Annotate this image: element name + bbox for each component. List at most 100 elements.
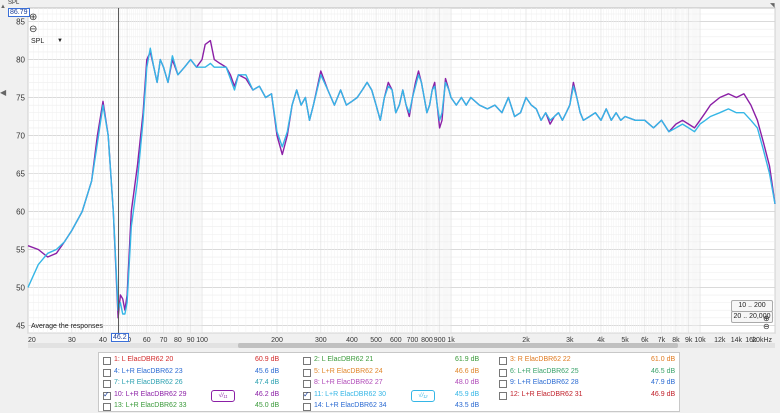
- x-tick-label: 9k: [685, 337, 693, 344]
- measurement-level: 46.2 dB: [255, 390, 280, 398]
- range-full-button[interactable]: 20 .. 20,000: [731, 311, 773, 323]
- measurement-label[interactable]: 4: L+R ElacDBR62 23: [114, 367, 183, 375]
- x-tick-label: 600: [390, 337, 402, 344]
- measurement-label[interactable]: 13: L+R ElacDBR62 33: [114, 402, 187, 409]
- measurement-label[interactable]: 7: L+R ElacDBR62 26: [114, 379, 183, 386]
- zoom-in-icon[interactable]: ⊕: [29, 12, 38, 23]
- x-tick-label: 80: [174, 337, 182, 344]
- x-tick-label: 6k: [641, 337, 649, 344]
- measurement-label[interactable]: 12: L+R ElacDBR62 31: [510, 390, 583, 398]
- measurement-label[interactable]: 6: L+R ElacDBR62 25: [510, 367, 579, 375]
- zoom-in-x-icon[interactable]: ⊕: [763, 314, 770, 323]
- measurement-label[interactable]: 9: L+R ElacDBR62 28: [510, 379, 579, 386]
- y-tick-label: 45: [16, 321, 25, 330]
- x-tick-label: 12k: [714, 337, 726, 344]
- measurement-level: 45.9 dB: [455, 390, 480, 398]
- y-tick-label: 80: [16, 56, 25, 65]
- measurement-checkbox[interactable]: [103, 357, 111, 365]
- x-tick-label: 14k: [731, 337, 743, 344]
- y-tick-labels: 45 50 55 60 65 70 75 80 85: [16, 18, 25, 331]
- measurement-label[interactable]: 5: L+R ElacDBR62 24: [314, 367, 383, 375]
- y-scroll-arrow-up-icon[interactable]: ▲: [0, 4, 6, 10]
- y-scroll-arrow-left-icon[interactable]: ◀: [0, 88, 7, 97]
- x-tick-label: 60: [143, 337, 151, 344]
- y-value-badge: 86.79: [8, 8, 30, 17]
- measurement-checkbox[interactable]: [303, 357, 311, 365]
- x-tick-label: 100: [196, 337, 208, 344]
- legend-row: 13: L+R ElacDBR62 33 45.0 dB 14: L+R ElacD…: [99, 401, 679, 413]
- x-tick-label: 800: [421, 337, 433, 344]
- series-line-2: [27, 47, 776, 315]
- measurement-checkbox[interactable]: [499, 368, 507, 377]
- x-tick-label: 16k: [745, 337, 757, 344]
- measurement-label[interactable]: 11: L+R ElacDBR62 30: [314, 390, 387, 398]
- mode-select-value: SPL: [31, 38, 45, 45]
- x-tick-label: 2k: [522, 337, 530, 344]
- zoom-out-icon[interactable]: ⊖: [29, 24, 38, 35]
- measurement-level: 47.4 dB: [255, 379, 280, 386]
- x-tick-label: 400: [346, 337, 358, 344]
- mode-select[interactable]: SPL ▼: [31, 38, 63, 45]
- y-unit-label: SPL: [8, 0, 20, 6]
- measurement-label[interactable]: 2: L ElacDBR62 21: [314, 356, 374, 363]
- y-tick-label: 75: [16, 94, 25, 103]
- y-tick-label: 60: [16, 207, 25, 216]
- x-tick-label: 3k: [566, 337, 574, 344]
- measurement-legend: 1: L ElacDBR62 20 60.9 dB 2: L ElacDBR62 2…: [98, 352, 680, 412]
- measurement-checkbox[interactable]: [499, 357, 507, 365]
- y-tick-label: 50: [16, 283, 25, 292]
- legend-row: 4: L+R ElacDBR62 23 45.6 dB 5: L+R ElacDBR…: [99, 367, 679, 379]
- y-tick-label: 65: [16, 170, 25, 179]
- scrollbar-thumb[interactable]: [238, 343, 678, 348]
- measurement-checkbox[interactable]: [103, 403, 111, 411]
- legend-row: 1: L ElacDBR62 20 60.9 dB 2: L ElacDBR62 2…: [99, 355, 679, 367]
- legend-row: 10: L+R ElacDBR62 29 √/₁₁ 46.2 dB 11: L+R E…: [99, 389, 679, 402]
- chart-grid: [27, 8, 776, 334]
- measurement-label[interactable]: 10: L+R ElacDBR62 29: [114, 390, 187, 398]
- measurement-checkbox[interactable]: [303, 390, 311, 400]
- measurement-checkbox[interactable]: [499, 391, 507, 400]
- measurement-level: 61.9 dB: [455, 356, 480, 363]
- x-tick-label: 200: [271, 337, 283, 344]
- y-tick-label: 70: [16, 132, 25, 141]
- x-tick-label: 700: [407, 337, 419, 344]
- curve-style-icon[interactable]: √/₁₁: [211, 389, 235, 402]
- measurement-label[interactable]: 14: L+R ElacDBR62 34: [314, 402, 387, 409]
- measurement-level: 46.9 dB: [651, 390, 676, 398]
- cursor-frequency-badge: 46.2: [111, 333, 129, 342]
- measurement-level: 43.5 dB: [455, 402, 480, 409]
- chevron-down-icon: ▼: [57, 38, 63, 44]
- legend-row: 7: L+R ElacDBR62 26 47.4 dB 8: L+R ElacDBR…: [99, 378, 679, 390]
- measurement-checkbox[interactable]: [303, 368, 311, 377]
- measurement-checkbox[interactable]: [499, 380, 507, 388]
- curve-style-icon[interactable]: √/₁₂: [411, 389, 435, 402]
- measurement-checkbox[interactable]: [303, 403, 311, 411]
- measurement-level: 46.6 dB: [455, 367, 480, 375]
- measurement-checkbox[interactable]: [103, 390, 111, 400]
- x-tick-label: 900: [434, 337, 446, 344]
- x-tick-label: 7k: [658, 337, 666, 344]
- zoom-out-x-icon[interactable]: ⊖: [763, 322, 770, 331]
- x-tick-label: 8k: [672, 337, 680, 344]
- measurement-label[interactable]: 1: L ElacDBR62 20: [114, 356, 174, 363]
- x-tick-label: 70: [160, 337, 168, 344]
- measurement-checkbox[interactable]: [303, 380, 311, 388]
- horizontal-scrollbar[interactable]: [28, 343, 775, 348]
- x-tick-label: 30: [68, 337, 76, 344]
- expand-icon[interactable]: ◥: [770, 3, 775, 9]
- x-tick-label: 20: [28, 337, 36, 344]
- x-tick-label: 40: [99, 337, 107, 344]
- y-tick-label: 55: [16, 245, 25, 254]
- measurement-label[interactable]: 8: L+R ElacDBR62 27: [314, 379, 383, 386]
- measurement-checkbox[interactable]: [103, 368, 111, 377]
- x-tick-label: 90: [187, 337, 195, 344]
- measurement-label[interactable]: 3: R ElacDBR62 22: [510, 356, 571, 363]
- measurement-checkbox[interactable]: [103, 380, 111, 388]
- x-tick-label: 500: [370, 337, 382, 344]
- measurement-level: 46.5 dB: [651, 367, 676, 375]
- measurement-level: 61.0 dB: [651, 356, 676, 363]
- measurement-level: 60.9 dB: [255, 356, 280, 363]
- measurement-level: 45.6 dB: [255, 367, 280, 375]
- x-tick-label: 4k: [597, 337, 605, 344]
